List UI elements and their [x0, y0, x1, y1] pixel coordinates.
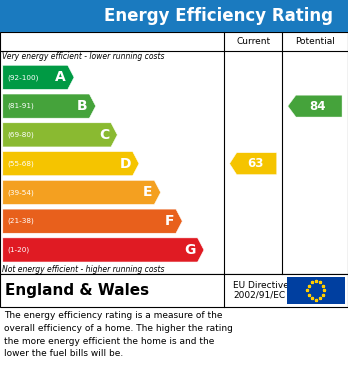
Text: Not energy efficient - higher running costs: Not energy efficient - higher running co… — [2, 265, 164, 274]
Text: Very energy efficient - lower running costs: Very energy efficient - lower running co… — [2, 52, 164, 61]
Polygon shape — [3, 123, 117, 147]
Polygon shape — [3, 152, 139, 176]
Polygon shape — [3, 180, 161, 204]
Bar — [0, 274, 348, 307]
Bar — [0, 32, 348, 274]
Text: A: A — [55, 70, 66, 84]
Text: B: B — [77, 99, 88, 113]
Text: C: C — [99, 128, 109, 142]
Text: 63: 63 — [247, 157, 263, 170]
Text: Current: Current — [236, 37, 270, 46]
Bar — [0, 0, 348, 32]
Polygon shape — [3, 209, 182, 233]
Polygon shape — [288, 95, 342, 117]
Text: (69-80): (69-80) — [7, 132, 34, 138]
Polygon shape — [3, 238, 204, 262]
Text: E: E — [143, 185, 152, 199]
Text: F: F — [165, 214, 174, 228]
Text: (81-91): (81-91) — [7, 103, 34, 109]
Text: (21-38): (21-38) — [7, 218, 34, 224]
Text: (39-54): (39-54) — [7, 189, 34, 196]
Text: Potential: Potential — [295, 37, 335, 46]
Text: (1-20): (1-20) — [7, 247, 29, 253]
Polygon shape — [3, 94, 96, 118]
Text: The energy efficiency rating is a measure of the
overall efficiency of a home. T: The energy efficiency rating is a measur… — [4, 311, 233, 359]
Bar — [287, 277, 345, 304]
Text: EU Directive: EU Directive — [233, 281, 289, 290]
Text: (92-100): (92-100) — [7, 74, 38, 81]
Polygon shape — [3, 65, 74, 90]
Text: D: D — [119, 157, 131, 170]
Text: (55-68): (55-68) — [7, 160, 34, 167]
Text: 2002/91/EC: 2002/91/EC — [233, 291, 285, 300]
Text: G: G — [184, 243, 196, 257]
Text: 84: 84 — [309, 100, 325, 113]
Text: England & Wales: England & Wales — [5, 283, 149, 298]
Text: Energy Efficiency Rating: Energy Efficiency Rating — [104, 7, 333, 25]
Polygon shape — [230, 153, 277, 174]
